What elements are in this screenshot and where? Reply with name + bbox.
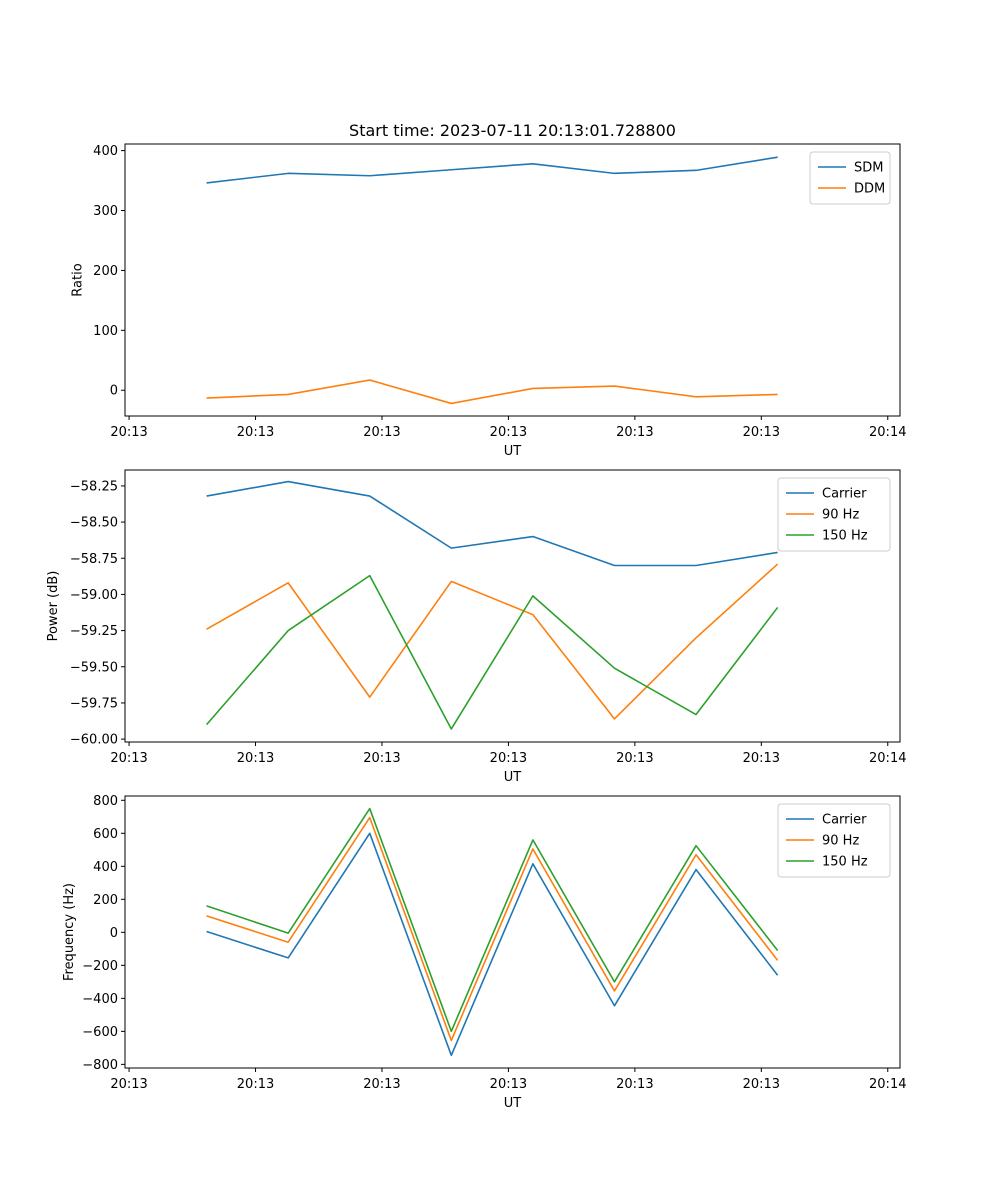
y-tick-label: 100 <box>93 324 118 339</box>
y-tick-label: 200 <box>93 893 118 908</box>
y-tick-label: 300 <box>93 204 118 219</box>
axes-frame-power <box>124 469 901 743</box>
y-tick-label: −60.00 <box>70 733 118 748</box>
x-tick-label: 20:13 <box>110 751 147 766</box>
y-tick-label: 800 <box>93 794 118 809</box>
y-tick-label: 400 <box>93 860 118 875</box>
series-line-carrier <box>206 832 779 1057</box>
x-axis-label: UT <box>504 444 522 459</box>
series-line-carrier <box>206 480 778 567</box>
legend-power: Carrier 90 Hz 150 Hz <box>777 477 891 552</box>
x-tick-label: 20:13 <box>490 1077 527 1092</box>
x-tick-label: 20:13 <box>363 751 400 766</box>
legend-label-carrier: Carrier <box>822 813 867 828</box>
chart-panels: 20:13 20:13 20:13 20:13 20:13 20:13 20:14 0 100 2… <box>46 143 906 1111</box>
x-tick-label: 20:13 <box>743 1077 780 1092</box>
panel-ratio: 20:13 20:13 20:13 20:13 20:13 20:13 20:14 0 100 2… <box>70 143 906 459</box>
y-tick-label: −59.50 <box>70 660 118 675</box>
y-tick-label: −58.50 <box>70 516 118 531</box>
panel-frequency: 20:13 20:13 20:13 20:13 20:13 20:13 20:14 −800 −… <box>62 794 906 1111</box>
series-line-150-hz <box>205 574 779 730</box>
x-tick-label: 20:13 <box>743 425 780 440</box>
y-tick-label: 200 <box>93 264 118 279</box>
legend-box <box>777 803 891 878</box>
x-tick-label: 20:13 <box>363 1077 400 1092</box>
x-tick-label: 20:14 <box>869 1077 906 1092</box>
panel-power: 20:13 20:13 20:13 20:13 20:13 20:13 20:14 −60.0… <box>46 469 906 785</box>
y-tick-label: −58.75 <box>70 552 118 567</box>
x-tick-label: 20:13 <box>237 1077 274 1092</box>
x-tick-label: 20:13 <box>363 425 400 440</box>
x-tick-label: 20:13 <box>110 1077 147 1092</box>
y-tick-label: −600 <box>82 1025 118 1040</box>
x-tick-label: 20:13 <box>616 1077 653 1092</box>
legend-box <box>809 151 891 205</box>
series-line-sdm <box>206 156 778 184</box>
x-axis-label: UT <box>504 770 522 785</box>
series-line-90-hz <box>206 816 779 1042</box>
legend-frequency: Carrier 90 Hz 150 Hz <box>777 803 891 878</box>
y-axis-label: Ratio <box>70 263 85 296</box>
x-tick-label: 20:13 <box>616 425 653 440</box>
y-tick-label: −59.00 <box>70 588 118 603</box>
series-line-150-hz <box>206 807 779 1033</box>
y-tick-label: 0 <box>110 384 118 399</box>
y-tick-label: −400 <box>82 992 118 1007</box>
x-axis-label: UT <box>504 1096 522 1111</box>
x-tick-label: 20:13 <box>490 425 527 440</box>
axes-frame-ratio <box>124 143 901 417</box>
y-tick-label: −59.75 <box>70 696 118 711</box>
y-tick-label: −58.25 <box>70 479 118 494</box>
legend-label-90-hz: 90 Hz <box>822 508 859 523</box>
y-tick-label: −200 <box>82 959 118 974</box>
y-tick-label: 600 <box>93 827 118 842</box>
legend-box <box>777 477 891 552</box>
x-tick-label: 20:13 <box>743 751 780 766</box>
x-tick-label: 20:14 <box>869 751 906 766</box>
y-axis-label: Power (dB) <box>46 571 61 642</box>
y-axis-label: Frequency (Hz) <box>62 883 77 981</box>
y-tick-label: −800 <box>82 1058 118 1073</box>
x-tick-label: 20:14 <box>869 425 906 440</box>
legend-label-carrier: Carrier <box>822 487 867 502</box>
x-tick-label: 20:13 <box>237 751 274 766</box>
legend-label-ddm: DDM <box>854 182 885 197</box>
y-tick-label: 400 <box>93 144 118 159</box>
legend-label-90-hz: 90 Hz <box>822 834 859 849</box>
legend-label-150-hz: 150 Hz <box>822 529 868 544</box>
legend-label-150-hz: 150 Hz <box>822 855 868 870</box>
figure-title: Start time: 2023-07-11 20:13:01.728800 <box>349 121 676 140</box>
x-tick-label: 20:13 <box>237 425 274 440</box>
x-tick-label: 20:13 <box>490 751 527 766</box>
series-line-ddm <box>206 379 778 405</box>
y-tick-label: −59.25 <box>70 624 118 639</box>
legend-label-sdm: SDM <box>854 161 883 176</box>
y-tick-label: 0 <box>110 926 118 941</box>
series-line-90-hz <box>206 563 779 720</box>
x-tick-label: 20:13 <box>616 751 653 766</box>
x-tick-label: 20:13 <box>110 425 147 440</box>
legend-ratio: SDM DDM <box>809 151 891 205</box>
